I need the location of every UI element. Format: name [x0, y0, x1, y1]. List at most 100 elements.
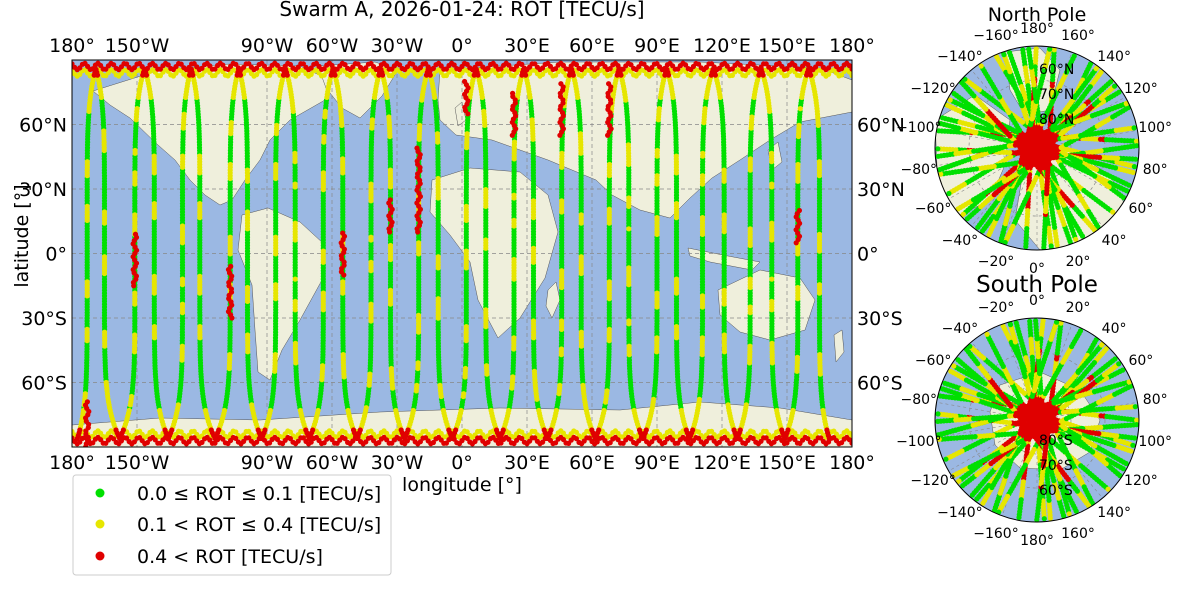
track-point: [274, 123, 279, 128]
track-point: [104, 380, 109, 385]
track-point: [817, 159, 822, 164]
track-point: [180, 302, 185, 307]
track-point: [626, 318, 631, 323]
track-point: [731, 427, 736, 432]
track-point: [626, 142, 631, 147]
track-point: [798, 106, 803, 111]
track-point: [548, 427, 553, 432]
track-point: [511, 218, 516, 223]
track-point: [101, 128, 106, 133]
track-point: [417, 123, 422, 128]
track-point: [542, 427, 547, 432]
track-point: [436, 254, 441, 259]
track-point: [245, 168, 250, 173]
track-point: [747, 344, 752, 349]
track-point: [655, 173, 660, 178]
track-point: [459, 408, 464, 413]
track-point: [674, 277, 679, 282]
track-point: [511, 193, 516, 198]
track-point: [531, 246, 536, 251]
track-point: [484, 363, 489, 368]
track-point: [180, 223, 185, 228]
track-point: [102, 209, 107, 214]
track-point: [85, 327, 90, 332]
track-point: [464, 324, 469, 329]
track-point: [790, 408, 795, 413]
track-point: [532, 369, 537, 374]
track-point: [389, 366, 394, 371]
track-point: [368, 182, 373, 187]
track-point: [655, 148, 660, 153]
track-point: [461, 391, 466, 396]
track-point: [607, 327, 612, 332]
track-point: [273, 352, 278, 357]
track-point: [358, 427, 363, 432]
track-point: [273, 282, 278, 287]
track-point: [370, 117, 375, 122]
track-point: [197, 201, 202, 206]
track-point: [216, 427, 221, 432]
track-point: [589, 427, 594, 432]
track-point: [726, 402, 731, 407]
track-point: [700, 335, 705, 340]
track-point: [262, 427, 267, 432]
track-point: [464, 249, 469, 254]
track-point: [298, 408, 303, 413]
track-point: [133, 148, 138, 153]
track-point: [441, 408, 446, 413]
track-point: [273, 235, 278, 240]
track-point: [626, 195, 631, 200]
track-point: [292, 151, 297, 156]
track-point: [748, 156, 753, 161]
track-point: [559, 346, 564, 351]
track-point: [399, 427, 404, 432]
track-point: [132, 332, 137, 337]
track-point: [85, 204, 90, 209]
track-point: [722, 212, 727, 217]
track-point: [602, 408, 607, 413]
track-point: [795, 355, 800, 360]
track-point: [83, 391, 88, 396]
track-point: [388, 168, 393, 173]
track-point: [559, 198, 564, 203]
track-point: [368, 302, 373, 307]
track-point: [180, 344, 185, 349]
track-point: [293, 299, 298, 304]
track-point: [453, 427, 458, 432]
track-point: [769, 341, 774, 346]
track-point: [197, 274, 202, 279]
track-point: [674, 154, 679, 159]
track-point: [463, 366, 468, 371]
track-point: [510, 374, 515, 379]
track-point: [769, 277, 774, 282]
track-point: [273, 162, 278, 167]
track-point: [180, 277, 185, 282]
track-point: [132, 212, 137, 217]
track-point: [774, 408, 779, 413]
track-point: [321, 170, 326, 175]
track-point: [578, 131, 583, 136]
track-point: [749, 114, 754, 119]
track-point: [494, 427, 499, 432]
track-point: [229, 120, 234, 125]
track-point: [700, 173, 705, 178]
track-point: [607, 207, 612, 212]
track-point: [152, 201, 157, 206]
track-point: [554, 408, 559, 413]
track-point: [316, 408, 321, 413]
track-point: [796, 123, 801, 128]
track-point: [245, 209, 250, 214]
track-point: [209, 427, 214, 432]
track-point: [152, 324, 157, 329]
track-point: [596, 427, 601, 432]
track-point: [627, 344, 632, 349]
track-point: [607, 162, 612, 167]
track-point: [127, 408, 132, 413]
track-point: [180, 154, 185, 159]
track-point: [769, 151, 774, 156]
track-point: [626, 226, 631, 231]
track-point: [769, 221, 774, 226]
track-point: [152, 274, 157, 279]
